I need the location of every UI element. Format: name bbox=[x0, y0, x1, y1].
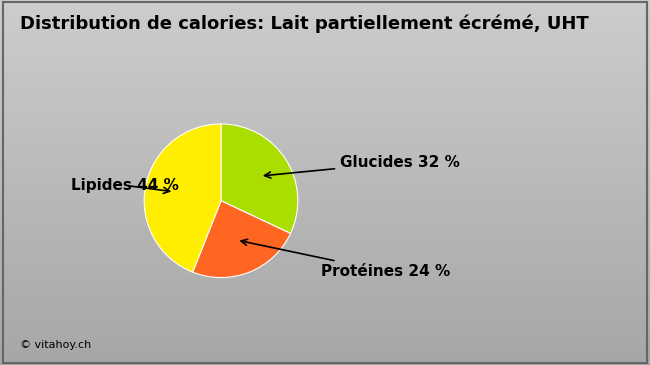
Text: Glucides 32 %: Glucides 32 % bbox=[265, 155, 460, 178]
Text: Protéines 24 %: Protéines 24 % bbox=[241, 239, 450, 279]
Text: Lipides 44 %: Lipides 44 % bbox=[72, 178, 179, 193]
Text: Distribution de calories: Lait partiellement écrémé, UHT: Distribution de calories: Lait partielle… bbox=[20, 15, 588, 33]
Wedge shape bbox=[221, 124, 298, 234]
Wedge shape bbox=[144, 124, 221, 272]
Text: © vitahoy.ch: © vitahoy.ch bbox=[20, 341, 91, 350]
Wedge shape bbox=[192, 201, 291, 277]
